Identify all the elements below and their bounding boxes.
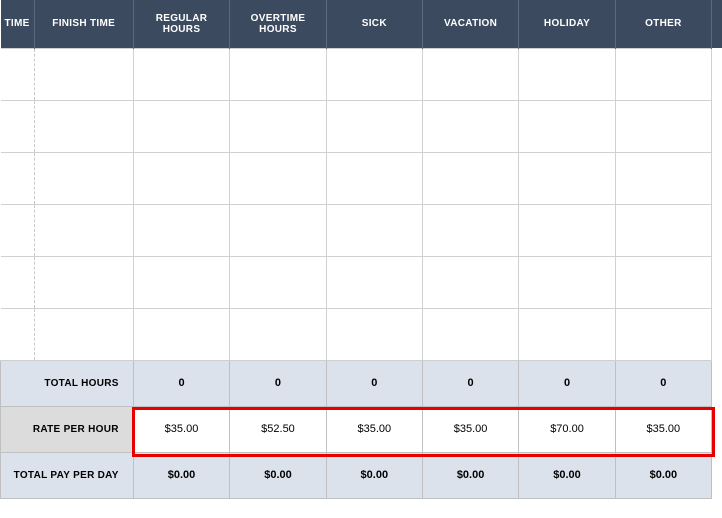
total-pay-label: TOTAL PAY PER DAY	[1, 452, 134, 498]
header-vacation: VACATION	[422, 0, 518, 48]
cell-stub	[711, 152, 721, 204]
cell-time[interactable]	[1, 204, 35, 256]
cell-sick[interactable]	[326, 152, 422, 204]
timesheet-table: TIME FINISH TIME REGULAR HOURS OVERTIME …	[0, 0, 722, 499]
cell-stub	[711, 406, 721, 452]
cell-regular[interactable]	[133, 256, 229, 308]
cell-sick[interactable]	[326, 256, 422, 308]
cell-regular[interactable]	[133, 308, 229, 360]
total-hours-other: 0	[615, 360, 711, 406]
cell-sick[interactable]	[326, 48, 422, 100]
header-holiday: HOLIDAY	[519, 0, 615, 48]
rate-sick: $35.00	[326, 406, 422, 452]
header-other: OTHER	[615, 0, 711, 48]
cell-vacation[interactable]	[422, 100, 518, 152]
pay-other: $0.00	[615, 452, 711, 498]
cell-vacation[interactable]	[422, 152, 518, 204]
cell-overtime[interactable]	[230, 100, 327, 152]
total-hours-row: TOTAL HOURS 0 0 0 0 0 0	[1, 360, 722, 406]
total-hours-overtime: 0	[230, 360, 327, 406]
pay-vacation: $0.00	[422, 452, 518, 498]
total-hours-label: TOTAL HOURS	[1, 360, 134, 406]
data-row	[1, 256, 722, 308]
cell-finish[interactable]	[34, 204, 133, 256]
data-row	[1, 152, 722, 204]
total-hours-sick: 0	[326, 360, 422, 406]
cell-time[interactable]	[1, 48, 35, 100]
header-row: TIME FINISH TIME REGULAR HOURS OVERTIME …	[1, 0, 722, 48]
cell-stub	[711, 100, 721, 152]
total-pay-row: TOTAL PAY PER DAY $0.00 $0.00 $0.00 $0.0…	[1, 452, 722, 498]
cell-other[interactable]	[615, 308, 711, 360]
pay-overtime: $0.00	[230, 452, 327, 498]
pay-holiday: $0.00	[519, 452, 615, 498]
rate-regular: $35.00	[133, 406, 229, 452]
cell-holiday[interactable]	[519, 100, 615, 152]
cell-other[interactable]	[615, 256, 711, 308]
rate-label: RATE PER HOUR	[1, 406, 134, 452]
cell-regular[interactable]	[133, 152, 229, 204]
cell-stub	[711, 308, 721, 360]
rate-per-hour-row: RATE PER HOUR $35.00 $52.50 $35.00 $35.0…	[1, 406, 722, 452]
cell-holiday[interactable]	[519, 48, 615, 100]
cell-time[interactable]	[1, 308, 35, 360]
cell-regular[interactable]	[133, 204, 229, 256]
cell-stub	[711, 360, 721, 406]
header-sick: SICK	[326, 0, 422, 48]
cell-finish[interactable]	[34, 48, 133, 100]
cell-sick[interactable]	[326, 100, 422, 152]
data-row	[1, 100, 722, 152]
cell-other[interactable]	[615, 204, 711, 256]
cell-overtime[interactable]	[230, 308, 327, 360]
cell-regular[interactable]	[133, 100, 229, 152]
total-hours-regular: 0	[133, 360, 229, 406]
rate-vacation: $35.00	[422, 406, 518, 452]
cell-vacation[interactable]	[422, 48, 518, 100]
cell-time[interactable]	[1, 256, 35, 308]
pay-sick: $0.00	[326, 452, 422, 498]
total-hours-vacation: 0	[422, 360, 518, 406]
cell-overtime[interactable]	[230, 204, 327, 256]
rate-other: $35.00	[615, 406, 711, 452]
cell-time[interactable]	[1, 152, 35, 204]
total-hours-holiday: 0	[519, 360, 615, 406]
cell-stub	[711, 256, 721, 308]
cell-other[interactable]	[615, 48, 711, 100]
cell-finish[interactable]	[34, 100, 133, 152]
header-stub	[711, 0, 721, 48]
cell-overtime[interactable]	[230, 48, 327, 100]
cell-stub	[711, 204, 721, 256]
cell-stub	[711, 452, 721, 498]
cell-overtime[interactable]	[230, 152, 327, 204]
data-row	[1, 204, 722, 256]
rate-holiday: $70.00	[519, 406, 615, 452]
cell-sick[interactable]	[326, 204, 422, 256]
cell-time[interactable]	[1, 100, 35, 152]
cell-holiday[interactable]	[519, 152, 615, 204]
cell-stub	[711, 48, 721, 100]
data-row	[1, 308, 722, 360]
cell-other[interactable]	[615, 152, 711, 204]
cell-finish[interactable]	[34, 308, 133, 360]
header-finish-time: FINISH TIME	[34, 0, 133, 48]
cell-vacation[interactable]	[422, 308, 518, 360]
data-row	[1, 48, 722, 100]
cell-holiday[interactable]	[519, 256, 615, 308]
cell-holiday[interactable]	[519, 308, 615, 360]
cell-vacation[interactable]	[422, 204, 518, 256]
cell-overtime[interactable]	[230, 256, 327, 308]
cell-regular[interactable]	[133, 48, 229, 100]
cell-other[interactable]	[615, 100, 711, 152]
cell-finish[interactable]	[34, 256, 133, 308]
header-overtime-hours: OVERTIME HOURS	[230, 0, 327, 48]
cell-sick[interactable]	[326, 308, 422, 360]
rate-overtime: $52.50	[230, 406, 327, 452]
pay-regular: $0.00	[133, 452, 229, 498]
header-time: TIME	[1, 0, 35, 48]
cell-finish[interactable]	[34, 152, 133, 204]
cell-vacation[interactable]	[422, 256, 518, 308]
header-regular-hours: REGULAR HOURS	[133, 0, 229, 48]
cell-holiday[interactable]	[519, 204, 615, 256]
